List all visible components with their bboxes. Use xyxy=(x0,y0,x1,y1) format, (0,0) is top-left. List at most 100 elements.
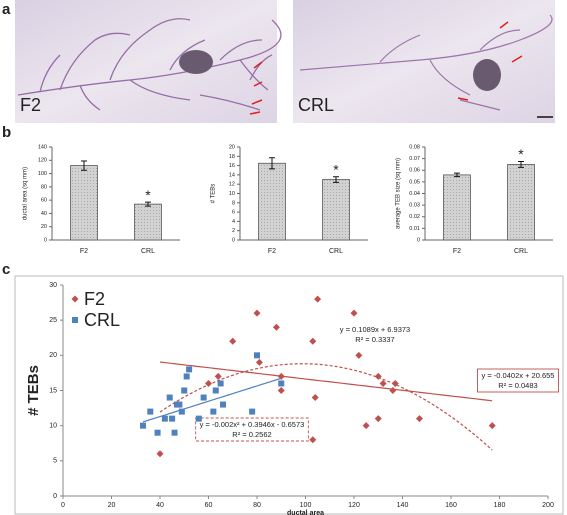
y-axis-label: # TEBs xyxy=(211,184,217,204)
x-tick-label: 200 xyxy=(542,502,554,509)
y-tick-label: 18 xyxy=(229,154,235,160)
y-tick-label: 0.02 xyxy=(409,214,420,220)
x-tick-label: 60 xyxy=(205,502,213,509)
marker xyxy=(488,422,496,430)
x-tick-label: 180 xyxy=(494,502,506,509)
y-tick-label: 0.07 xyxy=(409,156,420,162)
marker xyxy=(217,380,224,387)
y-tick-label: 0 xyxy=(53,493,57,500)
marker xyxy=(374,415,382,423)
marker xyxy=(314,295,322,303)
y-tick-label: 120 xyxy=(38,158,47,164)
panel-frame xyxy=(14,275,564,515)
trendline-box xyxy=(195,417,309,442)
significance: * xyxy=(145,187,151,203)
marker xyxy=(212,387,219,394)
trendline-label: y = -0.002x² + 0.3946x - 0.6573 xyxy=(200,420,305,429)
marker xyxy=(254,352,260,359)
marker xyxy=(229,337,237,345)
y-axis-label: ductal area (sq mm) xyxy=(23,167,29,220)
y-tick-label: 10 xyxy=(49,423,57,430)
marker xyxy=(277,387,285,394)
x-tick-label: 160 xyxy=(445,502,457,509)
bar xyxy=(507,164,535,241)
x-tick-label: CRL xyxy=(329,248,343,255)
legend-label: F2 xyxy=(84,289,105,309)
y-tick-label: 0 xyxy=(44,237,47,243)
x-tick-label: F2 xyxy=(453,248,461,255)
x-tick-label: 20 xyxy=(108,502,116,509)
marker xyxy=(166,394,173,401)
bar xyxy=(258,162,286,241)
y-tick-label: 40 xyxy=(41,211,47,217)
y-tick-label: 0.04 xyxy=(409,191,420,197)
trendline-label: y = 0.1089x + 6.9373 xyxy=(340,325,410,334)
y-tick-label: 0 xyxy=(232,237,235,243)
y-tick-label: 12 xyxy=(229,182,235,188)
error-bar xyxy=(454,172,460,178)
marker xyxy=(311,394,319,402)
y-tick-label: 0.03 xyxy=(409,203,420,209)
error-bar xyxy=(269,157,275,170)
y-tick-label: 140 xyxy=(38,144,47,150)
x-tick-label: CRL xyxy=(514,248,528,255)
trendline-box xyxy=(477,368,559,393)
marker xyxy=(171,429,178,436)
photo-label: F2 xyxy=(20,95,41,115)
trendline-label: R² = 0.3337 xyxy=(355,335,394,344)
marker xyxy=(362,422,370,430)
x-tick-label: CRL xyxy=(141,248,155,255)
marker xyxy=(147,408,154,415)
marker xyxy=(255,358,263,366)
y-tick-label: 10 xyxy=(229,191,235,197)
y-tick-label: 0.06 xyxy=(409,168,420,174)
bar xyxy=(322,179,350,241)
marker xyxy=(220,401,227,408)
marker xyxy=(176,401,183,408)
x-tick-label: 140 xyxy=(397,502,409,509)
y-tick-label: 15 xyxy=(49,387,57,394)
y-tick-label: 20 xyxy=(229,144,235,150)
marker xyxy=(214,372,222,380)
panel-label: b xyxy=(2,124,11,141)
marker xyxy=(309,337,317,345)
marker xyxy=(140,422,147,429)
y-tick-label: 0.01 xyxy=(409,226,420,232)
marker xyxy=(391,379,399,387)
y-tick-label: 0.08 xyxy=(409,144,420,150)
y-axis-label: average TEB size (sq mm) xyxy=(396,158,402,229)
marker xyxy=(355,351,363,359)
marker xyxy=(195,415,202,422)
y-tick-label: 6 xyxy=(232,210,235,216)
y-tick-label: 20 xyxy=(49,352,57,359)
y-tick-label: 8 xyxy=(232,200,235,206)
bar xyxy=(134,203,162,241)
trendline-label: R² = 0.0483 xyxy=(498,381,537,390)
marker xyxy=(186,366,193,373)
trendline xyxy=(142,377,282,423)
marker xyxy=(200,394,207,401)
marker xyxy=(374,372,382,380)
bar xyxy=(70,165,98,241)
y-axis-label: # TEBs xyxy=(25,365,42,416)
marker xyxy=(278,380,285,387)
y-tick-label: 25 xyxy=(49,317,57,324)
marker xyxy=(156,450,164,458)
y-tick-label: 5 xyxy=(53,458,57,465)
x-tick-label: 0 xyxy=(61,502,65,509)
x-tick-label: 80 xyxy=(253,502,261,509)
panel-label: c xyxy=(2,261,10,278)
x-tick-label: 100 xyxy=(300,502,312,509)
x-tick-label: 40 xyxy=(156,502,164,509)
y-tick-label: 14 xyxy=(229,172,235,178)
y-tick-label: 30 xyxy=(49,282,57,289)
y-tick-label: 60 xyxy=(41,198,47,204)
x-tick-label: 120 xyxy=(348,502,360,509)
y-tick-label: 20 xyxy=(41,224,47,230)
marker xyxy=(178,408,185,415)
marker xyxy=(277,372,285,380)
x-tick-label: F2 xyxy=(268,248,276,255)
marker xyxy=(249,408,256,415)
marker xyxy=(379,379,387,387)
marker xyxy=(253,309,261,317)
